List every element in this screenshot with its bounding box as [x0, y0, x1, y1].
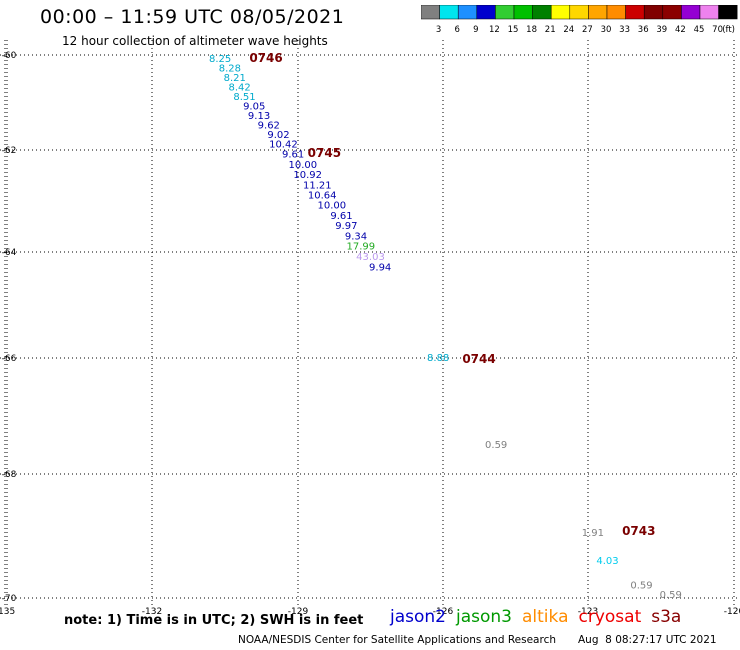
y-tick-label: -60	[2, 51, 17, 61]
grid-lines	[0, 40, 738, 605]
scale-label: 39	[656, 25, 667, 35]
x-tick-label: -120	[724, 607, 740, 617]
x-tick-label: -126	[433, 607, 454, 617]
scale-swatch	[662, 5, 682, 20]
scale-swatch	[476, 5, 496, 20]
scale-label: 15	[508, 25, 519, 35]
wave-height-label: 0.59	[630, 581, 652, 592]
scale-swatch	[532, 5, 552, 20]
wave-height-label: 10.00	[318, 201, 347, 212]
wave-height-label: 8.21	[224, 73, 246, 84]
wave-height-label: 8.88	[427, 353, 449, 364]
time-labels: 0746 0745 0744 0743	[249, 51, 655, 538]
wave-height-label: 9.97	[335, 221, 357, 232]
chart-title: 00:00 – 11:59 UTC 08/05/2021	[40, 6, 345, 28]
scale-label: 27	[582, 25, 593, 35]
color-scale-legend: 3 6 9 12 15 18 21 24 27 30 33 36 39 42 45 70 (ft)	[421, 5, 738, 35]
scale-swatch	[513, 5, 533, 20]
wave-height-label: 9.61	[330, 211, 352, 222]
scale-label: 9	[473, 25, 478, 35]
satellite-legend-item: s3a	[651, 607, 682, 627]
y-tick-label: -64	[2, 248, 17, 258]
wave-height-label: 17.99	[347, 241, 376, 252]
scale-swatch	[421, 5, 440, 20]
wave-height-label: 9.13	[248, 111, 270, 122]
chart-subtitle: 12 hour collection of altimeter wave hei…	[62, 34, 328, 48]
wave-height-label: 10.42	[269, 140, 298, 151]
scale-swatch	[643, 5, 664, 20]
scale-label: 24	[563, 25, 574, 35]
scale-swatch	[588, 5, 608, 20]
x-tick-label: -129	[288, 607, 309, 617]
scale-label: 12	[489, 25, 500, 35]
scale-label: 45	[694, 25, 705, 35]
scale-label: 18	[526, 25, 537, 35]
time-label: 0745	[308, 146, 341, 160]
scale-label: 36	[638, 25, 649, 35]
data-labels: 8.258.288.218.428.519.059.139.629.0210.4…	[209, 54, 682, 601]
wave-height-label: 11.21	[303, 180, 332, 191]
y-tick-label: -66	[2, 354, 17, 364]
wave-height-label: 43.03	[356, 252, 385, 263]
wave-height-label: 0.59	[660, 590, 682, 601]
wave-height-label: 9.05	[243, 102, 265, 113]
time-label: 0744	[462, 352, 495, 366]
wave-height-label: 0.59	[485, 440, 507, 451]
wave-height-label: 8.51	[233, 92, 255, 103]
scale-swatch	[457, 5, 478, 20]
scale-label: 30	[601, 25, 612, 35]
scale-label: 3	[436, 25, 441, 35]
scale-swatch	[439, 5, 459, 20]
satellite-legend-item: cryosat	[578, 607, 642, 627]
scale-swatch	[718, 5, 738, 20]
scale-label: (ft)	[722, 25, 735, 35]
x-tick-label: -132	[142, 607, 162, 617]
time-label: 0743	[622, 524, 655, 538]
scale-swatch	[550, 5, 571, 20]
scale-swatch	[625, 5, 645, 20]
scale-swatch	[495, 5, 515, 20]
scale-label: 6	[454, 25, 459, 35]
wave-height-label: 9.62	[258, 121, 280, 132]
scale-label: 21	[545, 25, 556, 35]
satellite-legend-item: altika	[522, 607, 569, 627]
satellite-legend-item: jason3	[456, 607, 512, 627]
wave-height-label: 9.61	[282, 150, 304, 161]
wave-height-label: 10.64	[308, 190, 337, 201]
wave-height-label: 9.94	[369, 263, 391, 274]
wave-height-label: 9.02	[267, 130, 289, 141]
footer-note: note: 1) Time is in UTC; 2) SWH is in fe…	[64, 613, 364, 628]
credit-text: NOAA/NESDIS Center for Satellite Applica…	[238, 634, 556, 646]
scale-label: 70	[712, 25, 723, 35]
satellite-legend-item: jason2	[390, 607, 446, 627]
time-label: 0746	[249, 51, 282, 65]
wave-height-label: 10.00	[289, 160, 318, 171]
scale-swatch	[569, 5, 589, 20]
satellite-legend: jason2 jason3 altika cryosat s3a	[390, 607, 691, 627]
y-tick-label: -70	[2, 594, 17, 604]
wave-height-label: 1.91	[582, 528, 604, 539]
scale-label: 33	[619, 25, 630, 35]
wave-height-label: 8.42	[228, 83, 250, 94]
y-tick-label: -68	[2, 470, 17, 480]
tick-labels: -60 -62 -64 -66 -68 -70 -135 -132 -129 -126 -123 -1…	[0, 51, 740, 617]
scale-swatch	[699, 5, 719, 20]
x-tick-label: -123	[578, 607, 598, 617]
scale-swatch	[606, 5, 626, 20]
scale-swatch	[681, 5, 701, 20]
wave-height-label: 9.34	[345, 231, 367, 242]
generation-timestamp: Aug 8 08:27:17 UTC 2021	[578, 634, 717, 646]
y-tick-label: -62	[2, 146, 17, 156]
wave-height-label: 8.25	[209, 54, 231, 65]
wave-height-label: 10.92	[293, 170, 322, 181]
scale-label: 42	[675, 25, 686, 35]
wave-height-label: 8.28	[219, 64, 241, 75]
x-tick-label: -135	[0, 607, 15, 617]
wave-height-label: 4.03	[596, 556, 618, 567]
